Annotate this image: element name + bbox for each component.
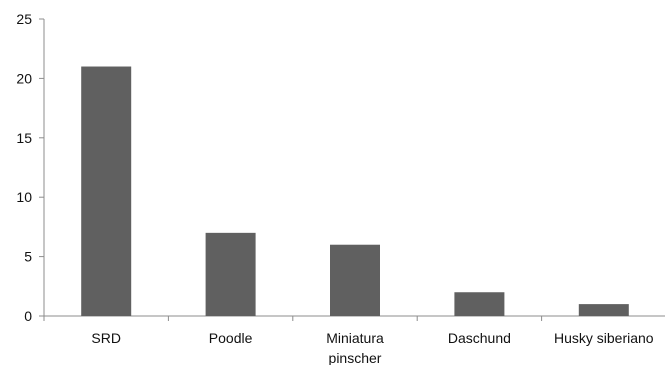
x-category-label-line: pinscher xyxy=(329,350,382,365)
bar-miniatura-pinscher xyxy=(330,244,380,316)
bar-poodle xyxy=(205,232,256,316)
x-category-label-line: Daschund xyxy=(448,330,511,346)
x-category-label-line: Miniatura xyxy=(326,330,384,346)
bar-daschund xyxy=(454,292,505,316)
y-tick-label: 20 xyxy=(16,70,32,86)
bar-husky-siberiano xyxy=(578,304,629,316)
chart-bars xyxy=(81,66,629,317)
x-category-label-line: Husky siberiano xyxy=(554,330,654,346)
bar-srd xyxy=(81,66,132,317)
y-tick-label: 25 xyxy=(16,11,32,27)
x-category-label: Poodle xyxy=(209,330,253,346)
y-tick-label: 15 xyxy=(16,130,32,146)
y-tick-label: 5 xyxy=(24,249,32,265)
x-category-label: Daschund xyxy=(448,330,511,346)
x-category-label: SRD xyxy=(91,330,121,346)
y-tick-label: 10 xyxy=(16,189,32,205)
x-category-label-line: Poodle xyxy=(209,330,253,346)
x-category-label-line: SRD xyxy=(91,330,121,346)
x-category-label: Husky siberiano xyxy=(554,330,654,346)
x-axis-labels: SRD Poodle Miniatura pinscher Daschund Husky … xyxy=(91,330,653,365)
y-axis-ticks: 0 5 10 15 20 25 xyxy=(16,11,44,324)
y-tick-label: 0 xyxy=(24,308,32,324)
x-category-label: Miniatura pinscher xyxy=(326,330,384,365)
